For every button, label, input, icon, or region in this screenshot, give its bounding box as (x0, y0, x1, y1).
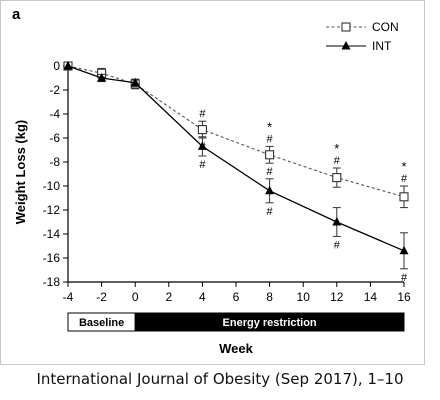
x-tick-label: 16 (397, 290, 411, 304)
marks-group: ###*##*#*#### (63, 61, 409, 284)
x-tick-label: -2 (96, 290, 107, 304)
data-point-con (197, 125, 207, 135)
data-point-int (265, 185, 275, 195)
legend: CON INT (326, 20, 399, 53)
significance-marker: * (334, 141, 339, 156)
phase-bar: Baseline Energy restriction (67, 312, 405, 332)
x-tick-label: 14 (364, 290, 378, 304)
y-tick-label: -2 (49, 83, 60, 97)
series-line-con (67, 65, 405, 198)
significance-marker: # (401, 272, 408, 284)
x-tick-label: 2 (165, 290, 172, 304)
axes-group: 0-2-4-6-8-10-12-14-16-18-4 -2 0 2 4 6 8 10 12 14 1… (43, 59, 411, 304)
y-tick-label: -6 (49, 131, 60, 145)
significance-marker: # (334, 155, 341, 167)
data-point-int (97, 73, 107, 82)
phase-segment (134, 312, 405, 332)
y-tick-label: -4 (49, 107, 60, 121)
panel-label: a (12, 6, 21, 23)
data-point-con (399, 192, 409, 202)
y-tick-label: -8 (49, 155, 60, 169)
y-tick-label: -12 (43, 203, 61, 217)
data-point-int (63, 61, 73, 70)
data-point-con (265, 150, 275, 160)
phase-label: Baseline (79, 317, 124, 329)
y-axis-label: Weight Loss (kg) (13, 120, 28, 224)
x-tick-label: 6 (233, 290, 240, 304)
data-point-int (130, 77, 140, 87)
data-point-int (332, 217, 342, 226)
significance-marker: # (199, 159, 206, 171)
legend-label-con: CON (372, 20, 399, 34)
significance-marker: # (267, 206, 274, 218)
x-tick-label: -4 (63, 290, 74, 304)
significance-marker: # (267, 133, 274, 145)
figure-panel (0, 0, 425, 365)
data-point-int (197, 141, 207, 150)
chart: a Weight Loss (kg) Week 0 -2 -4 -6 -8 -10 -12 -… (12, 6, 411, 356)
significance-marker: * (267, 119, 272, 134)
y-tick-label: -10 (43, 179, 61, 193)
x-tick-label: 12 (330, 290, 344, 304)
data-point-con (332, 173, 342, 183)
x-tick-label: 4 (199, 290, 206, 304)
significance-marker: * (401, 159, 406, 174)
y-tick-label: -14 (43, 227, 61, 241)
significance-marker: # (267, 166, 274, 178)
x-axis-label: Week (219, 341, 253, 356)
x-tick-label: 0 (132, 290, 139, 304)
data-point-int (399, 245, 409, 255)
significance-marker: # (199, 108, 206, 120)
y-tick-label: -16 (43, 251, 61, 265)
phase-label: Energy restriction (223, 317, 317, 329)
legend-marker-con (341, 22, 351, 32)
x-tick-label: 10 (297, 290, 311, 304)
legend-marker-int (341, 41, 351, 50)
figure-caption: International Journal of Obesity (Sep 20… (36, 370, 404, 388)
legend-label-int: INT (372, 39, 392, 53)
significance-marker: # (334, 239, 341, 251)
y-tick-label: -18 (43, 275, 61, 289)
series-line-int (67, 65, 405, 252)
y-tick-label: 0 (53, 59, 60, 73)
significance-marker: # (401, 173, 408, 185)
x-tick-label: 8 (266, 290, 273, 304)
